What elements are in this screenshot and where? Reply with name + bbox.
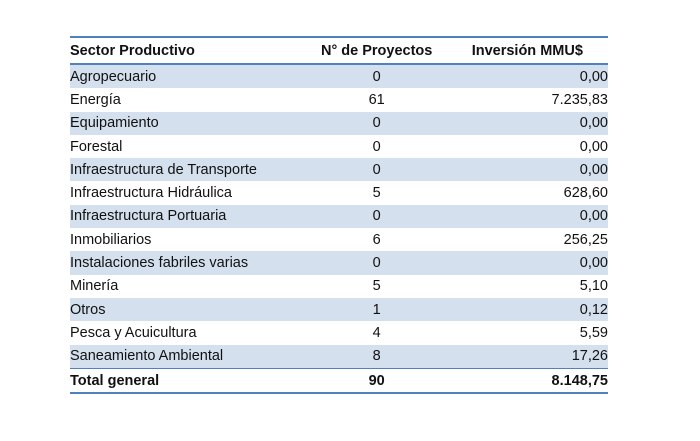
header-row: Sector Productivo N° de Proyectos Invers… <box>70 36 608 65</box>
sector-cell: Agropecuario <box>70 64 307 89</box>
investment-cell: 256,25 <box>563 231 608 248</box>
investment-cell: 5,10 <box>579 278 608 295</box>
sector-cell: Forestal <box>70 138 123 155</box>
projects-cell: 4 <box>372 324 381 341</box>
projects-cell: 61 <box>368 91 385 108</box>
table-row: Agropecuario 0 0,00 <box>70 64 608 89</box>
projects-cell: 1 <box>306 297 447 322</box>
table-body: Agropecuario 0 0,00 Energía 61 7.235,83 Equipa… <box>70 64 608 369</box>
sector-cell: Infraestructura de Transporte <box>70 158 307 182</box>
projects-cell: 0 <box>372 138 381 155</box>
investment-cell: 0,12 <box>446 297 608 322</box>
table-row: Equipamiento 0 0,00 <box>70 111 608 135</box>
table-row: Infraestructura Hidráulica 5 628,60 <box>70 181 608 204</box>
sector-cell: Saneamiento Ambiental <box>70 344 307 369</box>
col-header-investment: Inversión MMU$ <box>446 36 608 65</box>
sector-cell: Inmobiliarios <box>70 231 152 248</box>
sector-cell: Energía <box>70 91 121 108</box>
sector-cell: Equipamiento <box>70 111 307 135</box>
sector-cell: Otros <box>70 297 307 322</box>
col-header-sector: Sector Productivo <box>70 36 307 65</box>
investment-cell: 5,59 <box>579 324 608 341</box>
table-row: Infraestructura Portuaria 0 0,00 <box>70 204 608 229</box>
investment-cell: 17,26 <box>446 344 608 369</box>
investment-cell: 0,00 <box>579 138 608 155</box>
total-row: Total general 90 8.148,75 <box>70 367 608 395</box>
table-row: Saneamiento Ambiental 8 17,26 <box>70 344 608 369</box>
sector-cell: Infraestructura Portuaria <box>70 204 307 229</box>
table-row: Infraestructura de Transporte 0 0,00 <box>70 158 608 182</box>
table-row: Otros 1 0,12 <box>70 297 608 322</box>
total-investment-value: 8.148,75 <box>446 367 608 395</box>
projects-cell: 0 <box>306 251 447 275</box>
sector-cell: Instalaciones fabriles varias <box>70 251 307 275</box>
projects-cell: 0 <box>306 111 447 135</box>
projects-cell: 0 <box>306 158 447 182</box>
investment-cell: 0,00 <box>446 111 608 135</box>
table-row: Instalaciones fabriles varias 0 0,00 <box>70 251 608 275</box>
projects-cell: 0 <box>306 64 447 89</box>
projects-cell: 5 <box>372 185 381 202</box>
investment-cell: 0,00 <box>446 158 608 182</box>
sector-projects-table: Sector Productivo N° de Proyectos Invers… <box>70 36 608 395</box>
table-row: Minería 5 5,10 <box>70 275 608 298</box>
investment-cell: 0,00 <box>446 64 608 89</box>
col-header-projects: N° de Proyectos <box>306 36 447 65</box>
total-projects-value: 90 <box>306 367 447 395</box>
table-row: Forestal 0 0,00 <box>70 135 608 158</box>
investment-cell: 0,00 <box>446 204 608 229</box>
projects-cell: 5 <box>372 278 381 295</box>
table-row: Energía 61 7.235,83 <box>70 88 608 111</box>
sector-cell: Minería <box>70 278 119 295</box>
sector-cell: Pesca y Acuicultura <box>70 324 197 341</box>
table-row: Pesca y Acuicultura 4 5,59 <box>70 321 608 344</box>
investment-cell: 7.235,83 <box>551 91 608 108</box>
investment-cell: 0,00 <box>446 251 608 275</box>
projects-cell: 0 <box>306 204 447 229</box>
projects-cell: 8 <box>306 344 447 369</box>
table-row: Inmobiliarios 6 256,25 <box>70 228 608 251</box>
sector-cell: Infraestructura Hidráulica <box>70 185 232 202</box>
table-container: Sector Productivo N° de Proyectos Invers… <box>70 36 608 395</box>
investment-cell: 628,60 <box>563 185 608 202</box>
total-label: Total general <box>70 367 307 395</box>
projects-cell: 6 <box>372 231 381 248</box>
